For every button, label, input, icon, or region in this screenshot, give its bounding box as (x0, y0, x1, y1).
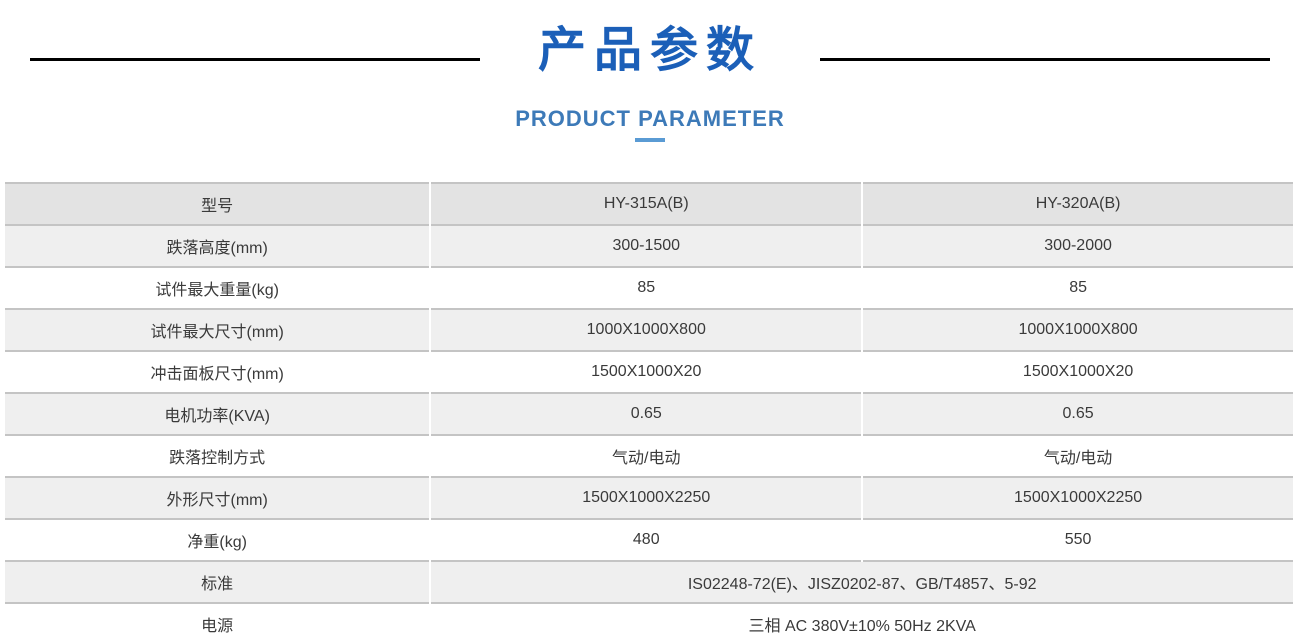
row-val-a: 1000X1000X800 (430, 309, 862, 351)
parameter-table-wrap: 型号 HY-315A(B) HY-320A(B) 跌落高度(mm)300-150… (0, 182, 1300, 644)
row-val-a: 0.65 (430, 393, 862, 435)
col-header-model-a: HY-315A(B) (430, 183, 862, 225)
row-label: 冲击面板尺寸(mm) (5, 351, 430, 393)
table-row: 冲击面板尺寸(mm)1500X1000X201500X1000X20 (5, 351, 1294, 393)
row-val-a: 480 (430, 519, 862, 561)
table-row: 净重(kg)480550 (5, 519, 1294, 561)
row-label: 净重(kg) (5, 519, 430, 561)
col-header-model-b: HY-320A(B) (862, 183, 1294, 225)
row-label: 外形尺寸(mm) (5, 477, 430, 519)
row-val-merged: IS02248-72(E)、JISZ0202-87、GB/T4857、5-92 (430, 561, 1294, 603)
row-val-b: 1500X1000X2250 (862, 477, 1294, 519)
row-val-b: 300-2000 (862, 225, 1294, 267)
row-label: 试件最大重量(kg) (5, 267, 430, 309)
row-val-b: 1000X1000X800 (862, 309, 1294, 351)
parameter-table: 型号 HY-315A(B) HY-320A(B) 跌落高度(mm)300-150… (5, 182, 1295, 644)
header: 产品参数 PRODUCT PARAMETER (0, 0, 1300, 142)
row-val-b: 气动/电动 (862, 435, 1294, 477)
page-title: 产品参数 (513, 10, 787, 88)
row-val-b: 0.65 (862, 393, 1294, 435)
row-val-b: 1500X1000X20 (862, 351, 1294, 393)
table-row: 试件最大重量(kg)8585 (5, 267, 1294, 309)
table-row: 电机功率(KVA)0.650.65 (5, 393, 1294, 435)
row-label: 试件最大尺寸(mm) (5, 309, 430, 351)
row-val-b: 550 (862, 519, 1294, 561)
table-row-merged: 标准IS02248-72(E)、JISZ0202-87、GB/T4857、5-9… (5, 561, 1294, 603)
table-row: 试件最大尺寸(mm)1000X1000X8001000X1000X800 (5, 309, 1294, 351)
table-body: 跌落高度(mm)300-1500300-2000试件最大重量(kg)8585试件… (5, 225, 1294, 644)
table-header-row: 型号 HY-315A(B) HY-320A(B) (5, 183, 1294, 225)
row-val-merged: 三相 AC 380V±10% 50Hz 2KVA (430, 603, 1294, 644)
subtitle-accent (635, 138, 665, 142)
col-header-label: 型号 (5, 183, 430, 225)
row-val-a: 1500X1000X2250 (430, 477, 862, 519)
table-row: 跌落控制方式气动/电动气动/电动 (5, 435, 1294, 477)
row-label: 标准 (5, 561, 430, 603)
table-row: 外形尺寸(mm)1500X1000X22501500X1000X2250 (5, 477, 1294, 519)
row-label: 跌落高度(mm) (5, 225, 430, 267)
row-val-a: 气动/电动 (430, 435, 862, 477)
row-val-a: 1500X1000X20 (430, 351, 862, 393)
table-row: 跌落高度(mm)300-1500300-2000 (5, 225, 1294, 267)
row-val-a: 300-1500 (430, 225, 862, 267)
row-label: 跌落控制方式 (5, 435, 430, 477)
page-subtitle: PRODUCT PARAMETER (515, 106, 785, 132)
row-val-b: 85 (862, 267, 1294, 309)
row-label: 电机功率(KVA) (5, 393, 430, 435)
row-val-a: 85 (430, 267, 862, 309)
table-row-merged: 电源三相 AC 380V±10% 50Hz 2KVA (5, 603, 1294, 644)
row-label: 电源 (5, 603, 430, 644)
